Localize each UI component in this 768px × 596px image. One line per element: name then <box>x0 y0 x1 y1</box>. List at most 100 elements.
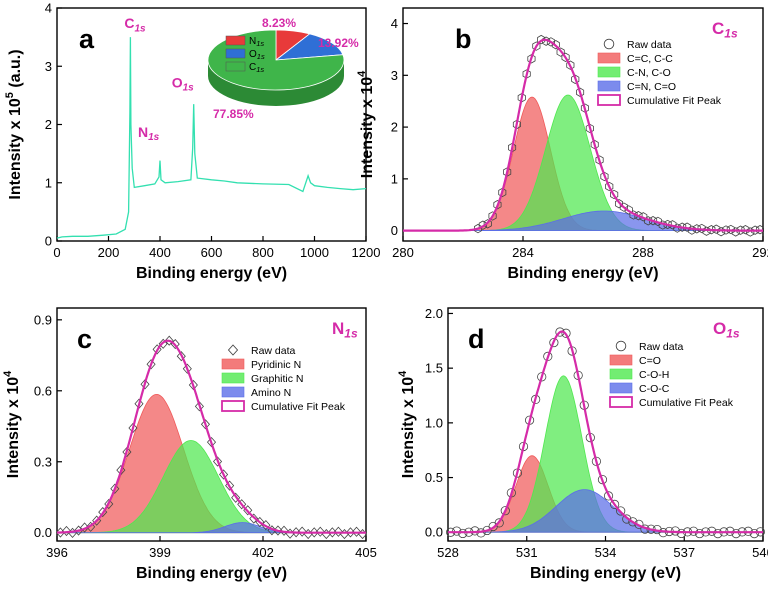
raw-data-point <box>164 335 174 346</box>
raw-data-point <box>146 359 156 370</box>
pie-legend-label: C1s <box>249 62 264 74</box>
legend-label: C=O <box>639 355 661 367</box>
legend-label: Cumulative Fit Peak <box>627 95 722 107</box>
raw-data-point <box>527 54 536 64</box>
y-tick-label: 2 <box>45 117 52 132</box>
panel-b: 280 284 288 292 0 1 2 3 4 b C1s Raw data C=C, C-C C-N… <box>356 7 768 282</box>
cumulative-fit-line <box>56 339 366 534</box>
y-tick-label: 0.6 <box>34 383 52 398</box>
legend-swatch-1 <box>597 52 621 64</box>
x-tick-label: 540 <box>752 545 768 560</box>
raw-data-point <box>532 41 541 51</box>
raw-data-point <box>315 526 325 537</box>
raw-data-point <box>297 526 307 537</box>
raw-data-point <box>692 224 701 234</box>
y-tick-label: 1 <box>45 175 52 190</box>
y-tick-label: 3 <box>45 59 52 74</box>
legend-label: Amino N <box>251 387 291 399</box>
panel-label-d: d <box>468 324 485 354</box>
raw-data-point <box>610 189 619 200</box>
pie-value-label: 8.23% <box>262 16 296 30</box>
pie-legend-label: N1s <box>249 36 264 48</box>
raw-data-point <box>488 211 497 221</box>
raw-data-point <box>561 328 571 338</box>
legend-label: Raw data <box>627 39 672 51</box>
y-tick-label: 0.5 <box>425 470 443 485</box>
x-tick-label: 400 <box>149 245 171 260</box>
raw-data-point <box>749 529 759 539</box>
x-tick-label: 0 <box>53 245 60 260</box>
y-tick-label: 1.0 <box>425 415 443 430</box>
legend-fit-swatch <box>221 400 245 412</box>
raw-data-point <box>756 225 764 235</box>
y-tick-label: 3 <box>391 68 398 83</box>
x-tick-label: 288 <box>632 245 654 260</box>
y-tick-label: 0.0 <box>34 525 52 540</box>
pie-legend-label: O1s <box>249 49 265 61</box>
raw-data-point <box>566 60 575 70</box>
raw-data-point <box>695 528 705 539</box>
y-axis-title: Intensity x 105 (a.u.) <box>4 49 24 199</box>
legend-label: Pyridinic N <box>251 359 301 371</box>
raw-data-point <box>122 446 132 458</box>
legend-swatch-2 <box>609 368 633 380</box>
y-tick-label: 4 <box>45 1 52 16</box>
raw-data-point <box>213 456 223 467</box>
legend-fit-swatch <box>597 94 621 106</box>
legend-label: Raw data <box>639 341 684 353</box>
y-tick-label: 1.5 <box>425 361 443 376</box>
legend-label: Graphitic N <box>251 373 304 385</box>
legend-label: C=N, C=O <box>627 81 676 93</box>
raw-data-point <box>628 517 638 527</box>
raw-data-point <box>86 521 96 532</box>
raw-data-point <box>713 528 723 539</box>
legend: Raw data Pyridinic N Graphitic N Amino N Cum… <box>221 344 346 413</box>
raw-data-point <box>458 528 468 539</box>
panel-label-c: c <box>77 324 92 354</box>
y-tick-label: 0.0 <box>425 525 443 540</box>
raw-data-point <box>697 223 706 234</box>
raw-data-point <box>615 199 623 209</box>
survey-spectrum-line <box>56 37 367 239</box>
panel-label-a: a <box>79 24 95 54</box>
element-label: N1s <box>332 319 358 341</box>
x-tick-label: 537 <box>673 545 695 560</box>
pie-slice-o1s <box>274 33 344 61</box>
raw-data-point <box>585 123 594 134</box>
raw-data-point <box>649 216 658 226</box>
raw-data-point <box>140 379 150 390</box>
raw-data-point <box>500 506 510 516</box>
legend-fit-swatch <box>609 396 633 408</box>
cumulative-fit-line <box>448 330 763 534</box>
legend-raw-marker <box>603 38 615 50</box>
raw-data-point <box>556 47 565 57</box>
raw-data-point <box>741 225 750 235</box>
pie-legend-swatch <box>225 61 246 72</box>
raw-data-point <box>194 401 204 412</box>
x-tick-label: 292 <box>752 245 768 260</box>
legend: Raw data C=O C-O-H C-O-C Cumulative Fit Peak <box>609 340 734 409</box>
legend-raw-marker <box>227 344 239 356</box>
raw-data-point <box>333 526 343 537</box>
raw-data-point <box>663 219 672 230</box>
raw-data-point <box>61 525 72 537</box>
raw-data-point <box>110 483 120 494</box>
raw-data-point <box>721 225 730 235</box>
pie-value-label: 77.85% <box>213 107 254 121</box>
raw-data-point <box>726 224 735 235</box>
fit-component-3 <box>403 210 763 231</box>
legend-swatch-1 <box>221 358 245 370</box>
raw-data-point <box>176 351 186 362</box>
y-tick-label: 0.9 <box>34 312 52 327</box>
legend-label: Cumulative Fit Peak <box>639 397 734 409</box>
peak-label-n1s: N1s <box>138 124 160 143</box>
raw-data-point <box>231 492 241 503</box>
raw-data-point <box>200 419 210 430</box>
raw-data-point <box>676 528 687 539</box>
y-tick-label: 0 <box>391 223 398 238</box>
raw-data-markers <box>474 34 764 237</box>
raw-data-point <box>605 181 614 192</box>
legend-swatch-3 <box>597 80 621 92</box>
cumulative-fit-line <box>403 38 763 232</box>
